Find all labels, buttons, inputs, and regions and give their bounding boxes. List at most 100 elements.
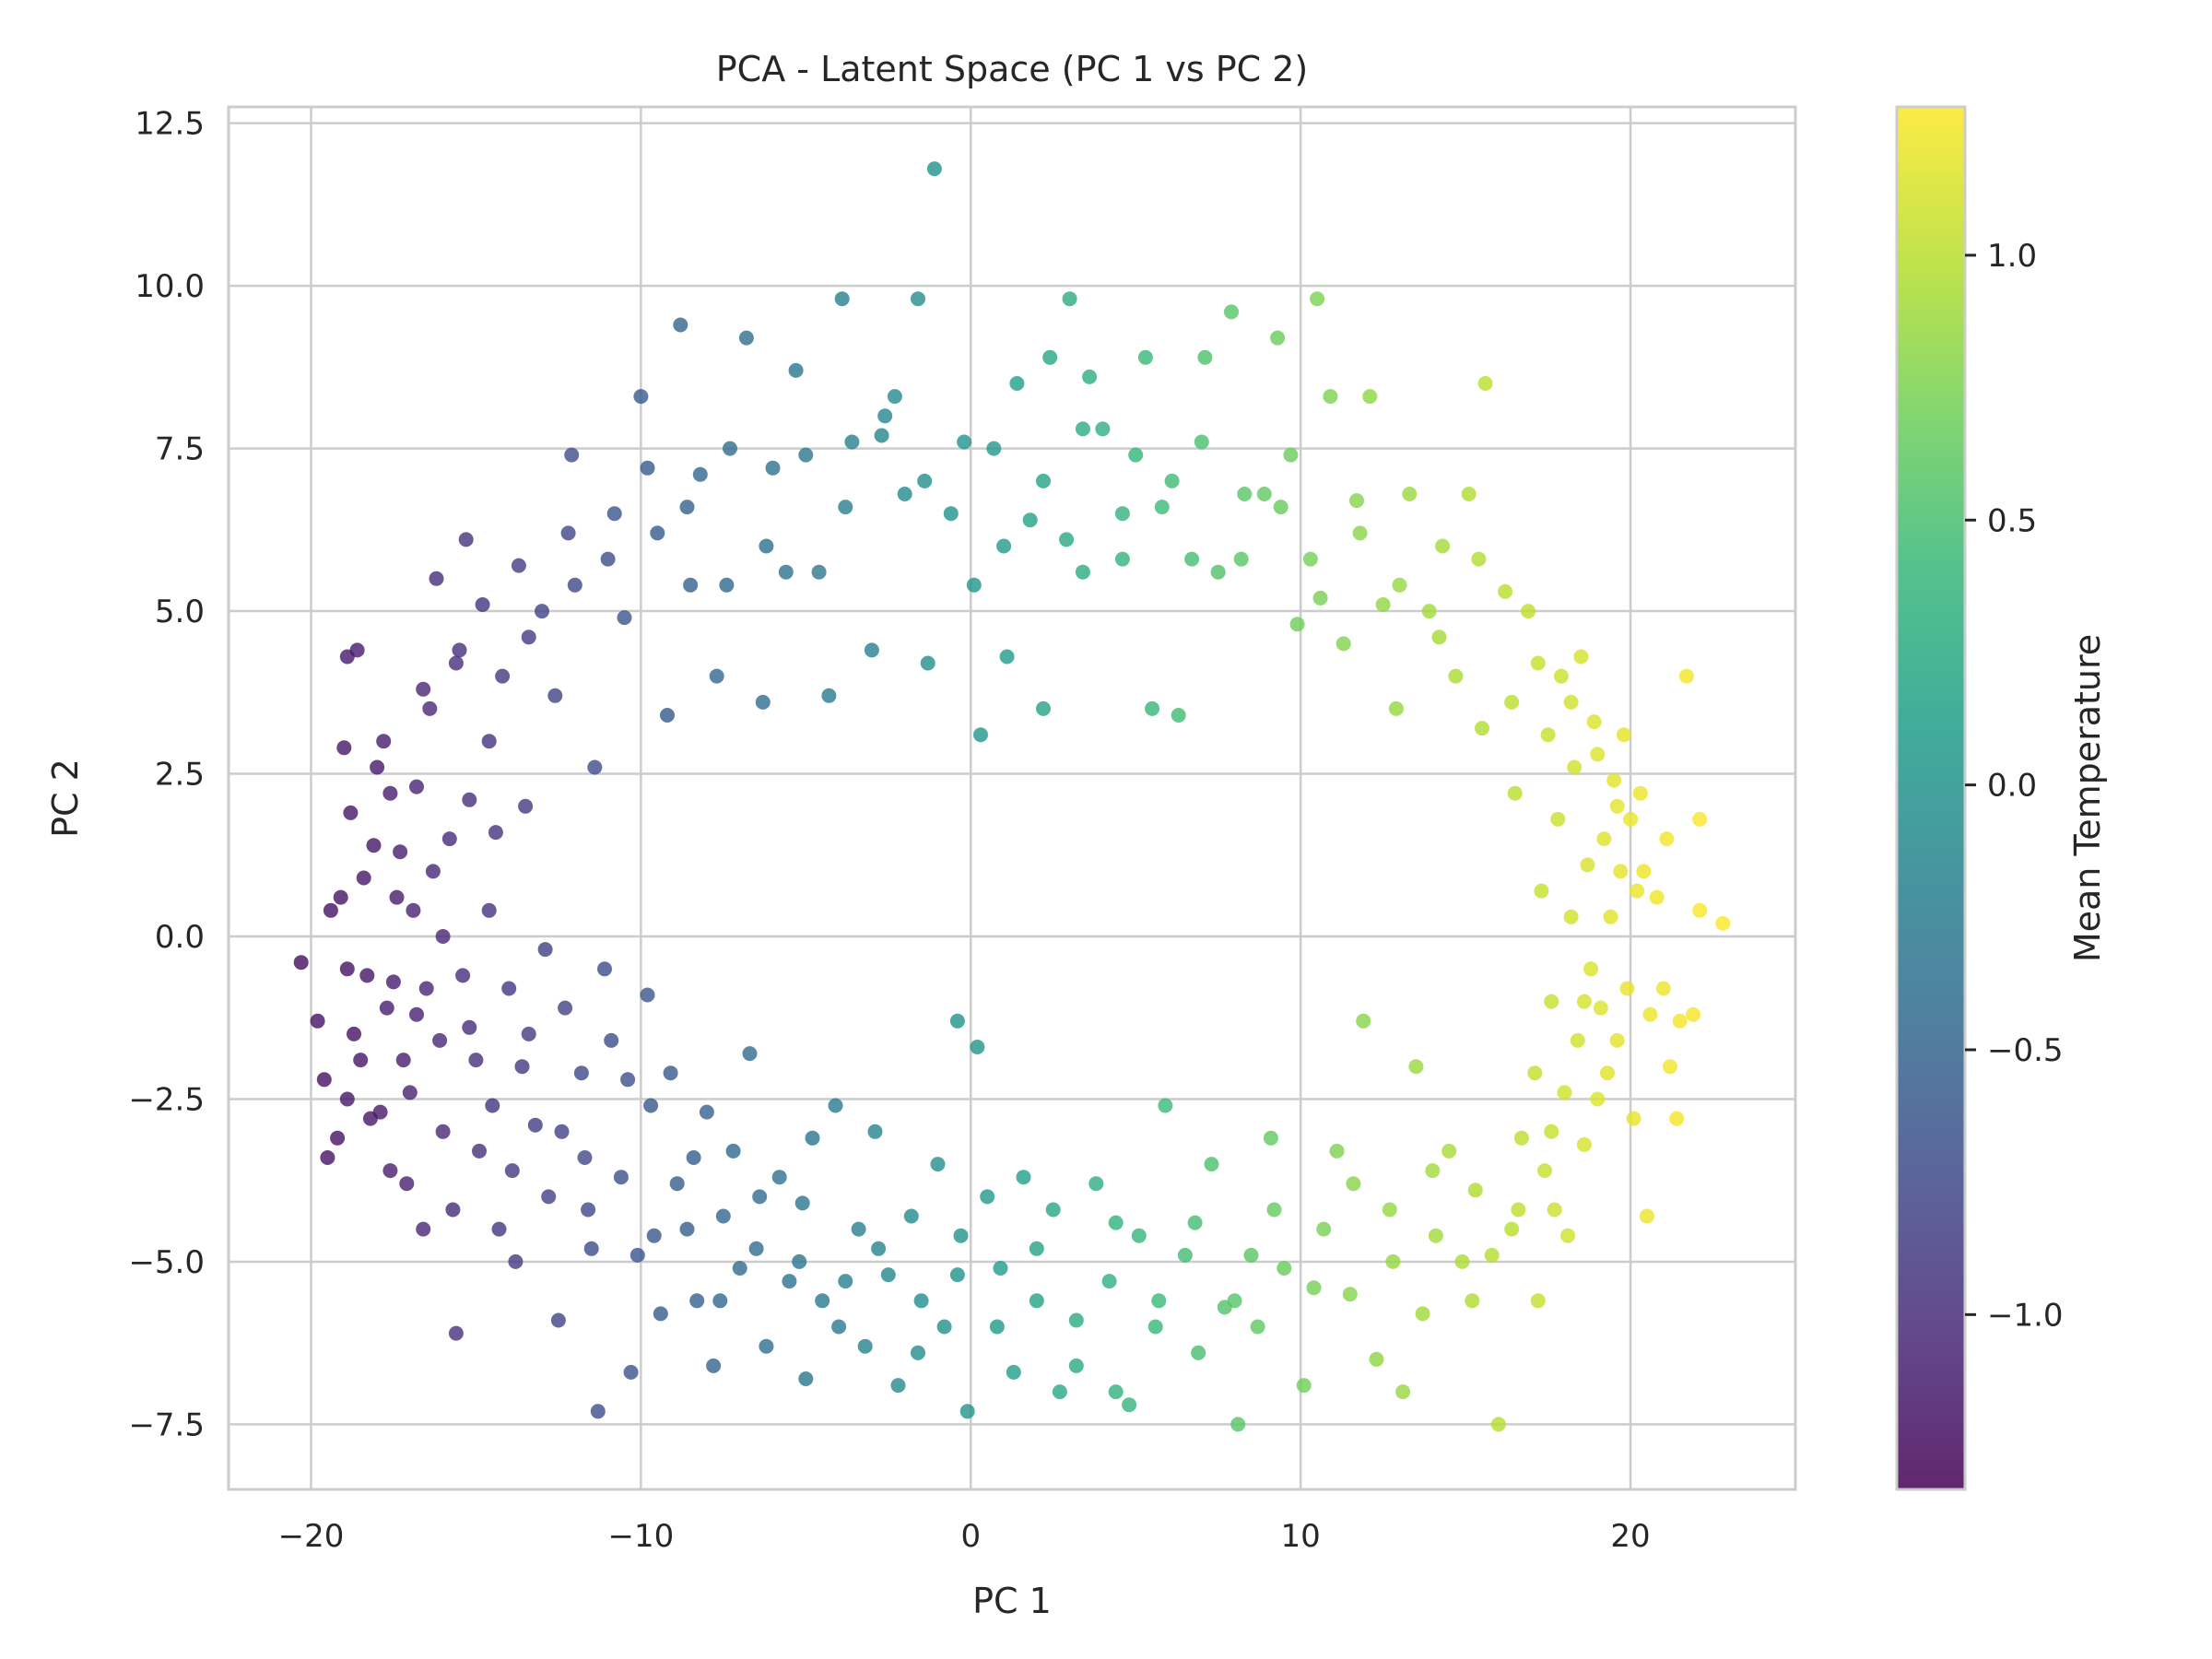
scatter-point: [1603, 909, 1618, 924]
scatter-point: [838, 1274, 853, 1289]
scatter-point: [943, 506, 959, 522]
scatter-point: [679, 500, 695, 515]
scatter-point: [1576, 1136, 1592, 1152]
scatter-point: [679, 1221, 695, 1237]
scatter-point: [890, 1378, 906, 1394]
scatter-point: [653, 1306, 668, 1322]
scatter-point: [874, 428, 889, 443]
scatter-point: [867, 1124, 883, 1139]
scatter-point: [897, 487, 912, 501]
scatter-point: [1296, 1378, 1312, 1394]
scatter-point: [752, 1189, 768, 1205]
scatter-point: [1310, 291, 1325, 307]
scatter-point: [1609, 1032, 1625, 1048]
scatter-point: [920, 655, 935, 671]
scatter-point: [1715, 915, 1731, 931]
scatter-point: [755, 694, 771, 710]
scatter-point: [949, 1013, 965, 1029]
scatter-point: [798, 447, 814, 463]
scatter-point: [1557, 1085, 1572, 1100]
scatter-point: [936, 1319, 952, 1335]
scatter-point: [778, 564, 794, 580]
scatter-point: [732, 1261, 747, 1276]
scatter-point: [1273, 500, 1288, 515]
scatter-point: [926, 161, 942, 177]
scatter-point: [986, 441, 1002, 456]
scatter-point: [583, 1241, 599, 1256]
scatter-point: [1062, 291, 1077, 307]
scatter-point: [550, 1312, 566, 1328]
data-points: [293, 161, 1731, 1432]
scatter-point: [606, 506, 622, 522]
scatter-point: [310, 1013, 325, 1029]
y-tick-label: 0.0: [155, 919, 205, 956]
scatter-point: [1408, 1059, 1424, 1075]
scatter-point: [640, 460, 655, 476]
scatter-point: [402, 1085, 418, 1100]
scatter-point: [508, 1253, 524, 1269]
scatter-point: [1600, 1065, 1615, 1081]
scatter-point: [1490, 1417, 1506, 1432]
scatter-point: [429, 571, 444, 586]
scatter-point: [629, 1247, 645, 1263]
scatter-point: [660, 708, 675, 723]
scatter-point: [339, 1091, 355, 1107]
scatter-point: [1477, 376, 1493, 391]
scatter-point: [1686, 1006, 1701, 1022]
scatter-point: [1402, 487, 1418, 501]
scatter-point: [831, 1319, 847, 1335]
scatter-point: [1435, 538, 1451, 554]
scatter-point: [1606, 772, 1622, 788]
scatter-point: [1270, 330, 1286, 346]
scatter-point: [1619, 981, 1635, 996]
scatter-point: [1068, 1358, 1084, 1373]
scatter-point: [382, 785, 398, 801]
scatter-point: [1649, 889, 1665, 905]
scatter-point: [409, 1006, 424, 1022]
scatter-point: [597, 961, 612, 977]
scatter-point: [1154, 500, 1170, 515]
colorbar-tick-labels: −1.0 −0.5 0.0 0.5 1.0: [1965, 238, 2064, 1334]
scatter-point: [828, 1098, 843, 1113]
scatter-point: [792, 1253, 807, 1269]
scatter-point: [1233, 551, 1249, 567]
scatter-point: [370, 759, 385, 775]
scatter-point: [1059, 532, 1075, 547]
x-tick-labels: −20 −10 0 10 20: [278, 1518, 1651, 1555]
scatter-point: [1016, 1170, 1031, 1185]
scatter-point: [759, 1338, 774, 1354]
scatter-point: [1392, 577, 1407, 593]
scatter-point: [385, 974, 401, 990]
scatter-point: [1623, 811, 1639, 827]
scatter-point: [759, 538, 774, 554]
scatter-point: [604, 1032, 619, 1048]
y-tick-label: 12.5: [135, 106, 205, 143]
scatter-point: [1511, 1202, 1526, 1218]
scatter-point: [1385, 1253, 1401, 1269]
scatter-point: [880, 1267, 896, 1283]
axes-frame: [227, 105, 1797, 1491]
scatter-point: [1639, 1208, 1654, 1224]
scatter-point: [587, 759, 603, 775]
colorbar: [1895, 105, 1967, 1491]
x-axis-label: PC 1: [972, 1581, 1052, 1621]
scatter-point: [1513, 1130, 1529, 1146]
scatter-point: [1352, 525, 1368, 541]
scatter-point: [293, 955, 309, 971]
scatter-point: [1550, 811, 1566, 827]
scatter-point: [989, 1319, 1005, 1335]
scatter-point: [418, 981, 434, 996]
scatter-point: [356, 870, 371, 886]
scatter-point: [1045, 1202, 1061, 1218]
scatter-point: [1431, 629, 1447, 645]
scatter-point: [1009, 376, 1025, 391]
scatter-point: [481, 734, 497, 749]
scatter-point: [1108, 1215, 1124, 1230]
scatter-point: [1580, 857, 1595, 873]
scatter-point: [1498, 583, 1513, 599]
scatter-point: [567, 577, 582, 593]
scatter-point: [468, 1053, 484, 1068]
scatter-point: [501, 981, 517, 996]
scatter-point: [1006, 1364, 1021, 1380]
scatter-point: [1335, 636, 1351, 652]
